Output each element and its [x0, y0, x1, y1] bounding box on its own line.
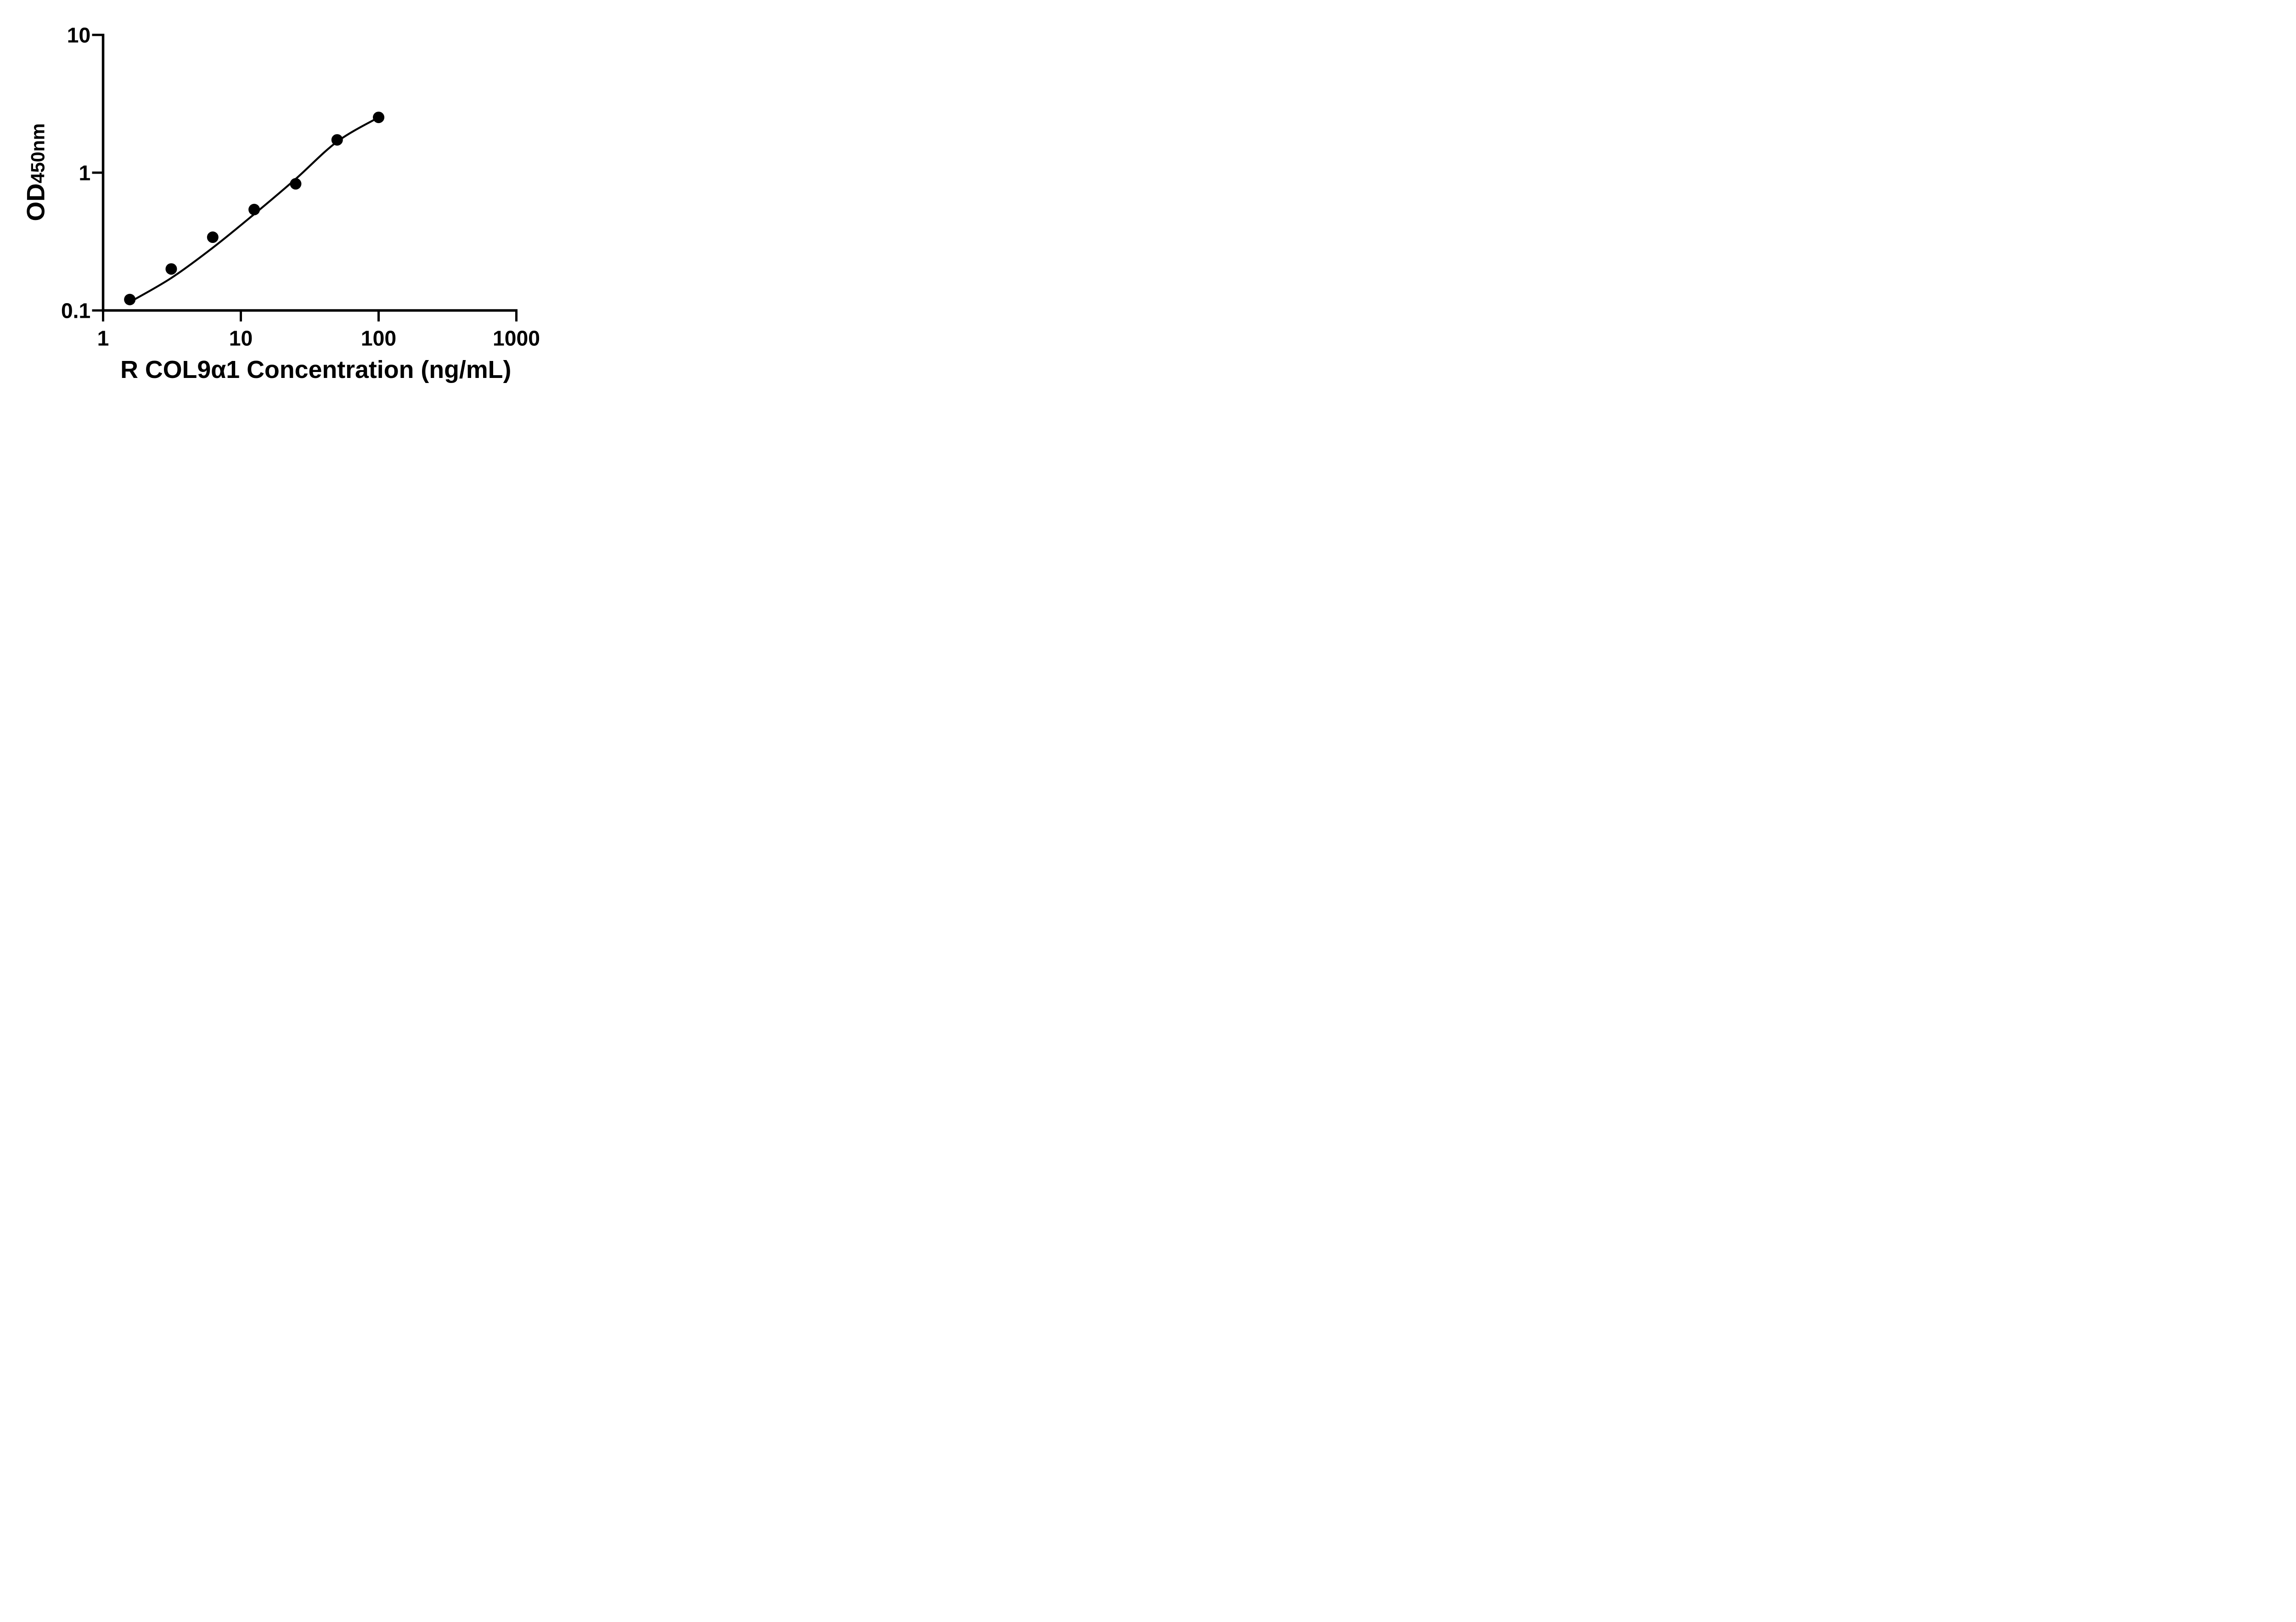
y-axis-title-sub: 450nm — [28, 123, 49, 183]
y-axis-title-main: OD — [22, 183, 50, 221]
x-tick-label: 100 — [361, 327, 396, 350]
data-point — [290, 178, 302, 190]
y-tick-label: 0.1 — [61, 299, 90, 323]
data-point — [165, 263, 177, 275]
x-tick-label: 1000 — [493, 327, 540, 350]
elisa-standard-curve-chart: 1 10 100 1000 0.1 1 10 R COL9α1 Concentration… — [22, 23, 540, 384]
data-point-series — [124, 112, 384, 305]
y-axis-tick-labels: 0.1 1 10 — [61, 23, 90, 323]
x-tick-label: 10 — [229, 327, 253, 350]
axes — [92, 34, 518, 321]
y-tick-label: 1 — [79, 161, 91, 185]
y-axis-title: OD450nm — [22, 123, 50, 221]
x-tick-label: 1 — [97, 327, 109, 350]
data-point — [124, 293, 136, 305]
data-point — [373, 112, 384, 124]
x-axis-tick-labels: 1 10 100 1000 — [97, 327, 540, 350]
data-point — [331, 134, 343, 146]
x-axis-title: R COL9α1 Concentration (ng/mL) — [120, 356, 511, 383]
data-point — [207, 231, 219, 243]
elisa-standard-curve-figure: 1 10 100 1000 0.1 1 10 R COL9α1 Concentration… — [0, 0, 580, 406]
data-point — [248, 203, 260, 215]
y-tick-label: 10 — [67, 23, 90, 47]
